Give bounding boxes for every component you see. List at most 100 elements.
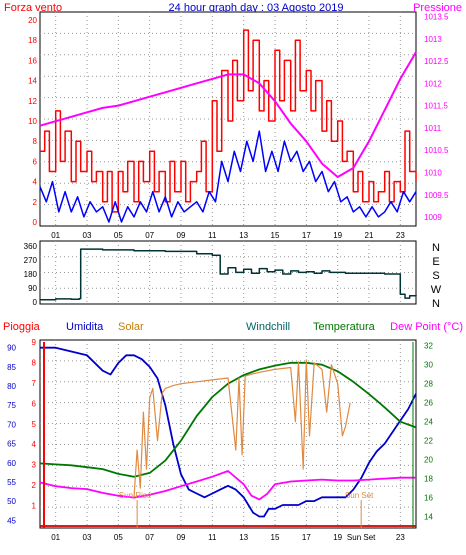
wind-line xyxy=(39,130,417,223)
compass-label: N xyxy=(432,242,440,254)
wind-hour-tick: 05 xyxy=(114,231,123,240)
pressure-axis: 1009 1009.5 1010 1010.5 1011 1011.5 1012 1012.5… xyxy=(424,12,449,222)
graph-title: 24 hour graph day : 03 Agosto 2019 xyxy=(169,2,344,14)
humidity-tick: 90 xyxy=(7,344,16,353)
wind-panel-series xyxy=(39,29,417,223)
climate-hour-tick: 23 xyxy=(396,533,405,542)
temperature-tick: 24 xyxy=(424,418,433,427)
humidity-tick: 70 xyxy=(7,420,16,429)
legend-windchill: Windchill xyxy=(246,321,290,333)
wind-speed-tick: 20 xyxy=(28,16,37,25)
wind-hour-tick: 15 xyxy=(271,231,280,240)
temperature-tick: 32 xyxy=(424,342,433,351)
wind-speed-tick: 2 xyxy=(33,198,38,207)
humidity-axis: 45 50 55 60 65 70 75 80 85 90 xyxy=(7,344,16,526)
pressure-tick: 1012.5 xyxy=(424,57,449,66)
wind-speed-tick: 6 xyxy=(33,157,38,166)
sun-set-label: Sun Set xyxy=(345,491,374,500)
climate-hour-tick: 19 xyxy=(333,533,342,542)
wind-hour-tick: 03 xyxy=(83,231,92,240)
temperature-tick: 20 xyxy=(424,456,433,465)
solar-line xyxy=(133,359,351,498)
climate-panel-series xyxy=(39,342,417,528)
temperature-tick: 22 xyxy=(424,437,433,446)
humidity-tick: 60 xyxy=(7,459,16,468)
temperature-tick: 16 xyxy=(424,494,433,503)
pressure-tick: 1010.5 xyxy=(424,146,449,155)
legend-temperature: Temperatura xyxy=(313,321,376,333)
rain-tick: 7 xyxy=(32,379,37,388)
rain-tick: 8 xyxy=(32,358,37,367)
wind-hour-tick: 13 xyxy=(239,231,248,240)
humidity-tick: 75 xyxy=(7,401,16,410)
dewpoint-line xyxy=(39,470,416,501)
wind-speed-tick: 18 xyxy=(28,36,37,45)
legend-rain: Pioggia xyxy=(3,321,41,333)
direction-degree-axis: 0 90 180 270 360 xyxy=(24,242,38,307)
pressure-tick: 1013.5 xyxy=(424,12,449,21)
wind-speed-tick: 4 xyxy=(33,178,38,187)
wind-axis-label: Forza vento xyxy=(4,2,62,14)
pressure-tick: 1010 xyxy=(424,169,442,178)
climate-time-axis: 01 03 05 07 09 11 13 15 17 19 23 Sun Set xyxy=(51,533,405,542)
wind-speed-tick: 12 xyxy=(28,97,37,106)
compass-label: W xyxy=(431,284,442,296)
pressure-tick: 1009.5 xyxy=(424,191,449,200)
climate-hour-tick: 15 xyxy=(271,533,280,542)
wind-hour-tick: 09 xyxy=(177,231,186,240)
climate-hour-tick: 01 xyxy=(51,533,60,542)
wind-speed-tick: 14 xyxy=(28,77,37,86)
wind-speed-axis: 0 2 4 6 8 10 12 14 16 18 20 xyxy=(28,16,37,227)
rain-tick: 3 xyxy=(32,461,37,470)
direction-panel-series xyxy=(40,248,417,301)
climate-hour-tick: 09 xyxy=(177,533,186,542)
legend-humidity: Umidita xyxy=(66,321,104,333)
humidity-line xyxy=(40,346,417,518)
temperature-tick: 28 xyxy=(424,380,433,389)
humidity-tick: 45 xyxy=(7,516,16,525)
climate-hour-tick: 05 xyxy=(114,533,123,542)
sun-rise-label: Sun Rise xyxy=(119,491,152,500)
direction-line xyxy=(40,248,417,301)
humidity-tick: 55 xyxy=(7,478,16,487)
wind-hour-tick: 23 xyxy=(396,231,405,240)
wind-hour-tick: 07 xyxy=(145,231,154,240)
wind-hour-tick: 17 xyxy=(302,231,311,240)
wind-hour-tick: 11 xyxy=(208,231,217,240)
climate-hour-tick: 07 xyxy=(145,533,154,542)
direction-degree-tick: 90 xyxy=(28,284,37,293)
temperature-line xyxy=(39,361,417,478)
pressure-tick: 1013 xyxy=(424,35,442,44)
rain-tick: 2 xyxy=(32,481,37,490)
sun-markers: Sun Rise Sun Set xyxy=(119,491,374,528)
wind-speed-tick: 16 xyxy=(28,56,37,65)
pressure-tick: 1009 xyxy=(424,213,442,222)
temperature-tick: 26 xyxy=(424,399,433,408)
climate-hour-tick: 03 xyxy=(83,533,92,542)
pressure-tick: 1011.5 xyxy=(424,102,448,111)
direction-degree-tick: 180 xyxy=(24,270,38,279)
compass-label: S xyxy=(432,270,439,282)
wind-hour-tick: 01 xyxy=(51,231,60,240)
wind-speed-tick: 8 xyxy=(33,137,38,146)
climate-hour-tick: 17 xyxy=(302,533,311,542)
wind-time-axis: 01 03 05 07 09 11 13 15 17 19 21 23 xyxy=(51,231,405,240)
rain-tick: 5 xyxy=(32,420,37,429)
compass-label: N xyxy=(432,298,440,310)
wind-hour-tick: 21 xyxy=(365,231,374,240)
compass-label: E xyxy=(432,256,439,268)
pressure-line xyxy=(39,51,417,178)
pressure-tick: 1011 xyxy=(424,124,442,133)
climate-hour-tick: 13 xyxy=(239,533,248,542)
temperature-axis: 14 16 18 20 22 24 26 28 30 32 xyxy=(424,342,433,522)
legend-solar: Solar xyxy=(118,321,144,333)
rain-axis: 1 2 3 4 5 6 7 8 9 xyxy=(32,338,37,511)
pressure-axis-label: Pressione xyxy=(413,2,462,14)
rain-tick: 4 xyxy=(32,440,37,449)
legend-dewpoint: Dew Point (°C) xyxy=(390,321,463,333)
